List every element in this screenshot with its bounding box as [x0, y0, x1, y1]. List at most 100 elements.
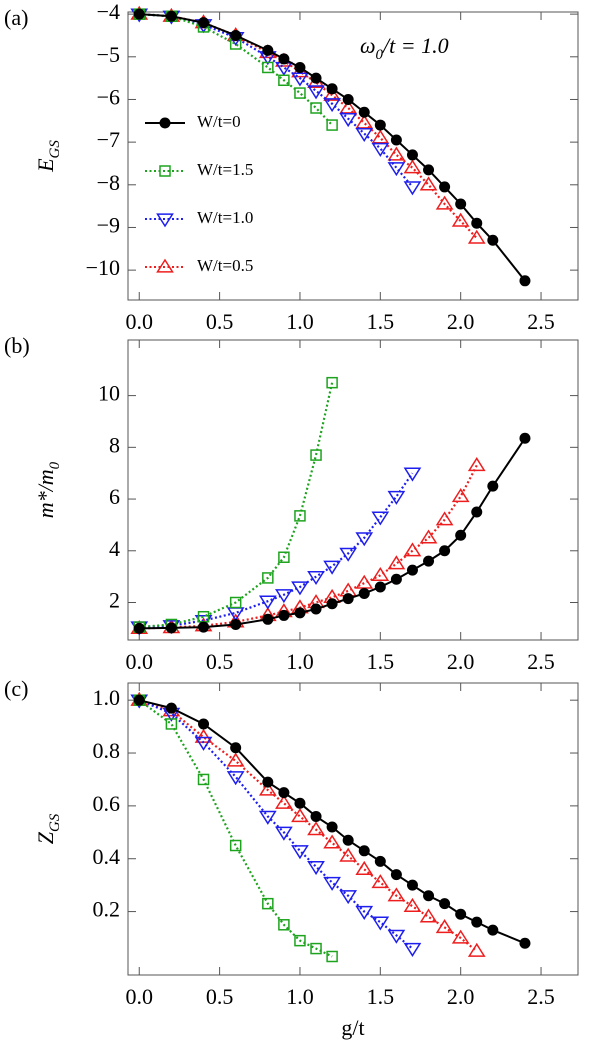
point: [258, 781, 277, 796]
point: [519, 275, 531, 287]
point: [339, 847, 358, 862]
point: [165, 702, 177, 714]
point: [326, 83, 338, 95]
point: [262, 613, 274, 625]
point: [278, 609, 290, 621]
point: [355, 532, 374, 547]
point: [262, 897, 274, 910]
point: [471, 506, 483, 518]
point: [387, 887, 406, 902]
point: [307, 861, 325, 876]
annotation-part: ω: [360, 33, 376, 58]
legend-marker: [159, 117, 171, 129]
point: [294, 607, 306, 619]
legend-marker: [159, 165, 171, 177]
y-tick-label: −10: [86, 255, 120, 280]
point: [371, 129, 390, 144]
point: [165, 622, 177, 634]
x-axis-label: g/t: [341, 1015, 364, 1040]
point: [387, 162, 406, 177]
legend-label: W/t=1.0: [197, 208, 253, 227]
series-line: [139, 472, 414, 629]
series-line: [138, 699, 478, 953]
x-tick-label: 1.5: [367, 309, 395, 334]
point: [439, 898, 451, 910]
point: [291, 808, 309, 823]
point: [310, 102, 322, 114]
point: [467, 457, 486, 472]
point: [323, 876, 341, 891]
y-tick-label: 0.8: [93, 738, 121, 763]
series-line: [138, 699, 333, 958]
point: [291, 581, 309, 596]
point: [278, 74, 290, 87]
point: [435, 511, 454, 526]
point: [278, 53, 290, 65]
point: [455, 198, 467, 210]
point: [467, 229, 486, 244]
y-tick-label: −6: [97, 85, 120, 110]
x-tick-label: 1.0: [286, 984, 314, 1009]
point: [133, 8, 145, 20]
point: [439, 545, 451, 557]
point: [326, 950, 338, 963]
y-tick-label: 4: [109, 536, 120, 561]
y-tick-label: −4: [97, 0, 120, 24]
y-tick-label: 6: [109, 484, 120, 509]
point: [435, 919, 454, 934]
point: [519, 432, 531, 444]
point: [294, 797, 306, 809]
point: [423, 890, 435, 902]
point: [390, 134, 402, 146]
point: [198, 718, 210, 730]
y-tick-label: −8: [97, 170, 120, 195]
point: [197, 773, 210, 786]
point: [326, 119, 338, 131]
point: [230, 29, 242, 41]
series-line: [139, 464, 478, 630]
point: [339, 99, 358, 114]
point: [342, 593, 354, 605]
point: [519, 937, 531, 949]
y-axis-label-part: GS: [47, 813, 63, 832]
panel-label: (c): [4, 676, 28, 701]
annotation-part: /t = 1.0: [381, 33, 449, 58]
point: [451, 212, 470, 227]
y-tick-label: 1.0: [93, 685, 121, 710]
point: [371, 916, 390, 931]
point: [310, 449, 322, 461]
y-tick-label: −5: [97, 42, 120, 67]
point: [406, 149, 418, 161]
point: [339, 113, 358, 128]
y-tick-label: 2: [109, 588, 120, 613]
series-line: [139, 13, 414, 188]
series-line: [139, 13, 526, 282]
point: [229, 596, 242, 609]
y-tick-label: 0.4: [93, 844, 121, 869]
point: [451, 488, 470, 503]
y-axis-label-part: GS: [47, 140, 63, 159]
x-tick-label: 1.5: [367, 984, 395, 1009]
point: [358, 106, 370, 118]
x-tick-label: 1.5: [367, 649, 395, 674]
y-axis-label: EGS: [33, 140, 63, 173]
point: [435, 195, 454, 210]
point: [423, 164, 435, 176]
point: [487, 480, 499, 492]
y-axis-label-part: 0: [47, 461, 63, 469]
y-tick-label: 10: [98, 381, 120, 406]
series-line: [138, 699, 414, 950]
point: [291, 72, 309, 87]
point: [390, 869, 402, 881]
point: [403, 897, 422, 912]
y-tick-label: 8: [109, 432, 120, 457]
series-line: [139, 382, 334, 629]
point: [198, 17, 210, 29]
point: [339, 890, 358, 905]
point: [258, 595, 277, 610]
plot-frame: [127, 339, 579, 641]
point: [371, 511, 390, 526]
y-tick-label: −7: [97, 127, 120, 152]
point: [294, 87, 306, 99]
